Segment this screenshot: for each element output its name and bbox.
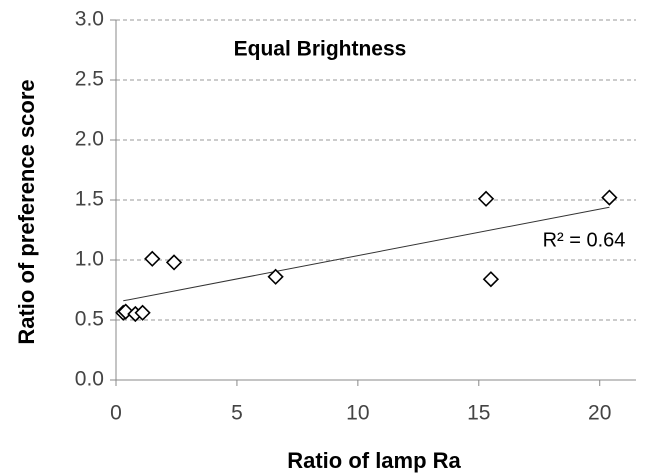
y-tick-label: 3.0 (75, 8, 104, 31)
trendline (123, 206, 610, 302)
marker (165, 254, 183, 271)
annotation: R² = 0.64 (543, 229, 626, 251)
marker (601, 189, 618, 206)
y-tick-label: 0.0 (75, 368, 104, 391)
marker (477, 190, 495, 207)
x-axis-label: Ratio of lamp Ra (287, 448, 461, 473)
marker (144, 250, 161, 267)
marker (482, 271, 500, 288)
y-tick-label: 1.5 (75, 188, 104, 211)
y-tick-label: 0.5 (75, 308, 104, 331)
y-axis-label: Ratio of preference score (14, 79, 39, 344)
marker (267, 268, 284, 285)
chart-title: Equal Brightness (234, 38, 407, 61)
y-tick-label: 2.5 (75, 68, 104, 91)
y-tick-label: 1.0 (75, 248, 104, 271)
y-tick-label: 2.0 (75, 128, 104, 151)
marker (134, 304, 151, 321)
x-tick-label: 15 (467, 402, 490, 425)
x-tick-label: 0 (110, 402, 122, 425)
x-tick-label: 10 (346, 402, 369, 425)
x-tick-label: 5 (231, 402, 243, 425)
x-tick-label: 20 (588, 402, 611, 425)
